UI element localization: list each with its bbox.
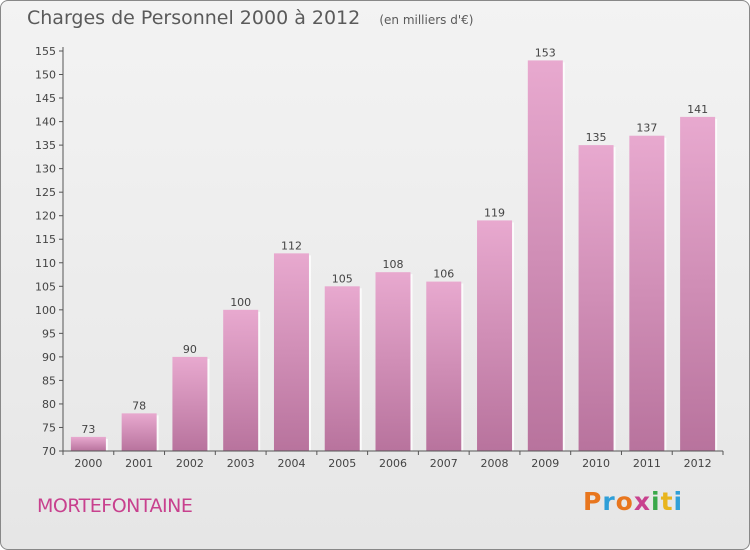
bar — [680, 116, 716, 451]
y-tick-label: 95 — [42, 327, 56, 340]
bars-group: 73 78 90 100 112 105 108 106 119 153 135 137 141 — [70, 46, 718, 452]
x-tick-label: 2005 — [328, 457, 356, 470]
bar — [426, 281, 462, 451]
bar-value-label: 112 — [281, 239, 302, 252]
bar-value-label: 100 — [230, 296, 251, 309]
bar — [324, 286, 360, 451]
bar-value-label: 78 — [132, 399, 146, 412]
y-tick-label: 100 — [35, 304, 56, 317]
bar — [375, 272, 411, 451]
brand-letter: x — [633, 487, 651, 516]
y-tick-label: 80 — [42, 398, 56, 411]
brand-letter: r — [602, 487, 616, 516]
brand-letter: o — [615, 487, 634, 516]
bar — [121, 413, 157, 451]
y-tick-label: 135 — [35, 139, 56, 152]
brand-letter: t — [660, 487, 674, 516]
bar-value-label: 108 — [383, 258, 404, 271]
x-axis: 2000 2001 2002 2003 2004 2005 2006 2007 2008 2009… — [62, 450, 724, 470]
x-tick-label: 2007 — [430, 457, 458, 470]
x-tick-label: 2010 — [582, 457, 610, 470]
bar-value-label: 137 — [636, 122, 657, 135]
y-tick-label: 90 — [42, 351, 56, 364]
title-row: Charges de Personnel 2000 à 2012 (en mil… — [27, 7, 473, 29]
bar-value-label: 119 — [484, 206, 505, 219]
chart-title: Charges de Personnel 2000 à 2012 — [27, 7, 361, 29]
bar-value-label: 153 — [535, 46, 556, 59]
bar-value-label: 135 — [586, 131, 607, 144]
y-tick-label: 150 — [35, 69, 56, 82]
y-axis: 70 75 80 85 90 95 100 105 110 115 120 125 130 135 140 1… — [35, 45, 64, 458]
bar-value-label: 141 — [687, 103, 708, 116]
x-tick-label: 2004 — [277, 457, 305, 470]
x-tick-label: 2012 — [684, 457, 712, 470]
y-tick-label: 110 — [35, 257, 56, 270]
y-tick-label: 85 — [42, 374, 56, 387]
x-tick-label: 2011 — [633, 457, 661, 470]
x-tick-label: 2001 — [125, 457, 153, 470]
x-tick-label: 2000 — [74, 457, 102, 470]
x-tick-label: 2008 — [481, 457, 509, 470]
chart-subtitle: (en milliers d'€) — [379, 13, 474, 27]
bar-value-label: 73 — [81, 423, 95, 436]
x-tick-label: 2006 — [379, 457, 407, 470]
bar — [172, 356, 208, 451]
commune-name: MORTEFONTAINE — [37, 495, 193, 517]
bar — [629, 135, 665, 452]
brand-letter: i — [651, 487, 661, 516]
bar-value-label: 90 — [183, 343, 197, 356]
y-tick-label: 130 — [35, 163, 56, 176]
y-tick-label: 120 — [35, 210, 56, 223]
bar — [223, 309, 259, 451]
bar — [70, 436, 106, 451]
x-tick-label: 2002 — [176, 457, 204, 470]
proxiti-logo[interactable]: Proxiti — [583, 487, 683, 516]
bar-value-label: 105 — [332, 272, 353, 285]
brand-letter: P — [583, 487, 603, 516]
y-tick-label: 145 — [35, 92, 56, 105]
brand-letter: i — [673, 487, 684, 516]
y-tick-label: 75 — [42, 421, 56, 434]
y-tick-label: 70 — [42, 445, 56, 458]
bar — [527, 60, 563, 451]
bar — [273, 253, 309, 451]
x-tick-label: 2009 — [531, 457, 559, 470]
bar — [477, 220, 513, 451]
x-tick-label: 2003 — [227, 457, 255, 470]
y-tick-label: 155 — [35, 45, 56, 58]
y-tick-label: 115 — [35, 233, 56, 246]
y-tick-label: 105 — [35, 280, 56, 293]
y-tick-label: 125 — [35, 186, 56, 199]
y-tick-label: 140 — [35, 116, 56, 129]
bar-value-label: 106 — [433, 268, 454, 281]
bar — [578, 145, 614, 451]
